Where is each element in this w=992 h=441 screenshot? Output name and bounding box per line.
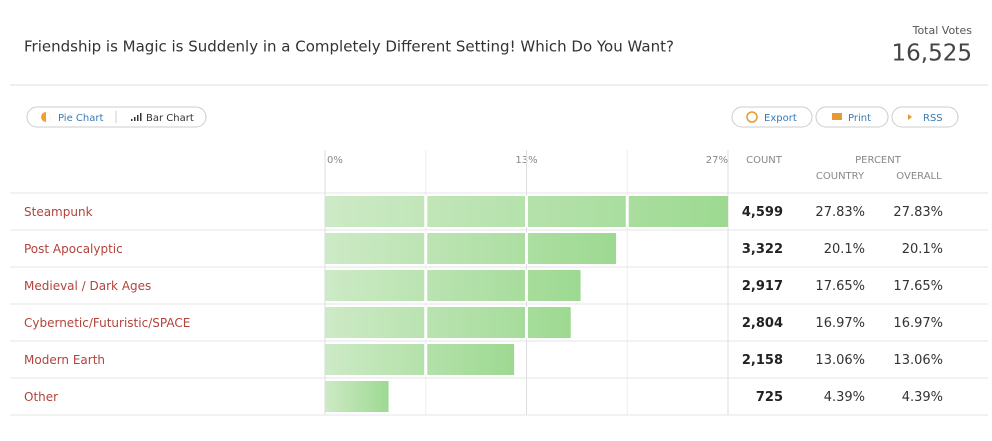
bar — [325, 233, 617, 264]
country-header: COUNTRY — [816, 171, 865, 182]
bar — [325, 381, 389, 412]
bar-chart-button[interactable]: Bar Chart — [146, 113, 194, 124]
overall-header: OVERALL — [896, 171, 942, 182]
country-percent: 20.1% — [824, 242, 865, 257]
overall-percent: 17.65% — [893, 279, 943, 294]
count: 2,917 — [742, 279, 783, 294]
option-label: Modern Earth — [24, 353, 105, 367]
print-icon — [832, 113, 842, 120]
count: 2,804 — [742, 316, 783, 331]
bar-icon — [131, 113, 142, 121]
option-label: Steampunk — [24, 205, 93, 219]
export-icon — [746, 111, 758, 123]
rss-frame[interactable] — [891, 106, 959, 128]
country-percent: 16.97% — [815, 316, 865, 331]
option-label: Post Apocalyptic — [24, 242, 123, 256]
country-percent: 27.83% — [815, 205, 865, 220]
pie-icon-cut — [46, 112, 51, 122]
print-button[interactable]: Print — [848, 113, 871, 124]
overall-percent: 27.83% — [893, 205, 943, 220]
bar — [325, 344, 515, 375]
print-frame[interactable] — [815, 106, 889, 128]
pie-chart-button[interactable]: Pie Chart — [58, 113, 103, 124]
total-label: Total Votes — [912, 24, 973, 37]
count: 2,158 — [742, 353, 783, 368]
x-tick-label: 27% — [706, 155, 728, 166]
poll-title: Friendship is Magic is Suddenly in a Com… — [24, 38, 674, 56]
total-votes: 16,525 — [892, 41, 972, 67]
overall-percent: 13.06% — [893, 353, 943, 368]
option-label: Other — [24, 390, 58, 404]
overall-percent: 4.39% — [902, 390, 943, 405]
bar — [325, 307, 571, 338]
export-button[interactable]: Export — [764, 113, 797, 124]
actions: Export Print RSS — [731, 106, 959, 128]
option-label: Cybernetic/Futuristic/SPACE — [24, 316, 190, 330]
count-header: COUNT — [746, 155, 783, 166]
count: 4,599 — [742, 205, 783, 220]
country-percent: 4.39% — [824, 390, 865, 405]
option-label: Medieval / Dark Ages — [24, 279, 151, 293]
country-percent: 13.06% — [815, 353, 865, 368]
count: 725 — [756, 390, 783, 405]
count: 3,322 — [742, 242, 783, 257]
view-switch: Pie Chart Bar Chart — [26, 106, 207, 128]
percent-header: PERCENT — [855, 155, 902, 166]
rss-icon — [908, 114, 912, 120]
country-percent: 17.65% — [815, 279, 865, 294]
overall-percent: 20.1% — [902, 242, 943, 257]
x-tick-label: 0% — [327, 155, 343, 166]
rss-button[interactable]: RSS — [923, 113, 943, 124]
bar — [325, 270, 581, 301]
overall-percent: 16.97% — [893, 316, 943, 331]
